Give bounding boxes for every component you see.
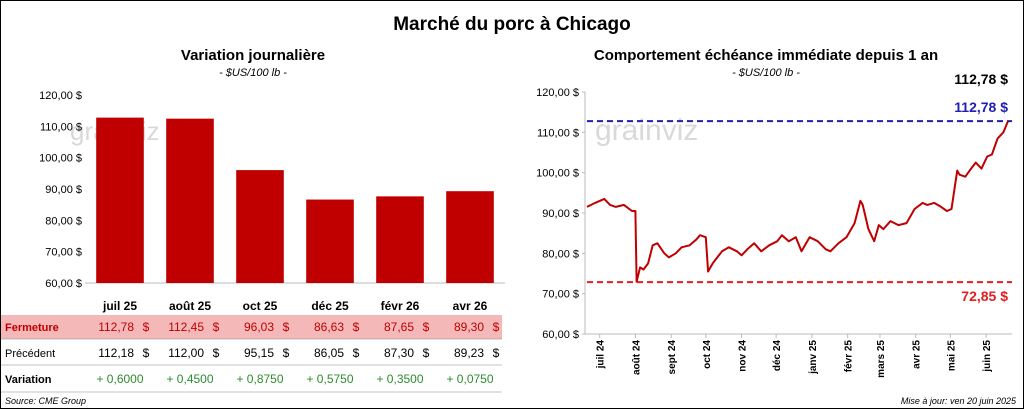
change-value: + 0,5750 — [306, 372, 353, 386]
previous-currency: $ — [283, 346, 290, 360]
left-y-tick-label: 60,00 $ — [45, 278, 82, 290]
left-x-tick-label: août 25 — [169, 299, 211, 313]
close-currency: $ — [143, 320, 150, 334]
change-value: + 0,8750 — [236, 372, 283, 386]
right-x-labels: juil 24 août 24 sept 24 oct 24 nov 24 déc 24 j… — [596, 334, 993, 378]
close-currency: $ — [353, 320, 360, 334]
left-bars — [96, 117, 494, 283]
bar — [96, 117, 144, 283]
left-y-tick-label: 70,00 $ — [45, 247, 82, 259]
right-y-tick-label: 120,00 $ — [536, 87, 579, 99]
right-x-tick-label: juil 24 — [596, 340, 607, 370]
close-currency: $ — [493, 320, 500, 334]
right-title: Comportement échéance immédiate depuis 1… — [594, 47, 938, 64]
left-y-tick-label: 110,00 $ — [40, 121, 82, 133]
left-y-axis: 60,00 $ 70,00 $ 80,00 $ 90,00 $ 100,00 $ 110,… — [39, 90, 82, 290]
bar — [236, 170, 284, 283]
right-x-tick-label: sept 24 — [667, 340, 678, 375]
right-y-tick-label: 60,00 $ — [542, 329, 579, 341]
bar — [306, 199, 354, 283]
previous-currency: $ — [143, 346, 150, 360]
left-title: Variation journalière — [181, 47, 325, 64]
right-x-tick-label: mai 25 — [946, 340, 957, 372]
previous-value: 112,18 — [98, 346, 134, 360]
right-reference-lines — [587, 120, 1012, 284]
left-x-tick-label: déc 25 — [311, 299, 349, 313]
bar — [446, 191, 494, 283]
right-x-tick-label: avr 25 — [912, 340, 923, 369]
previous-currency: $ — [353, 346, 360, 360]
left-x-tick-label: oct 25 — [243, 299, 278, 313]
source-note: Source: CME Group — [5, 396, 86, 406]
left-x-tick-label: juil 25 — [102, 299, 137, 313]
right-watermark: grainviz — [595, 114, 698, 147]
previous-value: 86,05 — [314, 346, 344, 360]
right-x-tick-label: janv 25 — [808, 340, 819, 375]
right-x-tick-label: nov 24 — [738, 340, 749, 372]
previous-currency: $ — [423, 346, 430, 360]
previous-value: 87,30 — [384, 346, 414, 360]
previous-value: 89,23 — [454, 346, 484, 360]
close-row-bg — [1, 315, 502, 339]
left-x-labels: juil 25 août 25 oct 25 déc 25 févr 26 avr 26 — [102, 299, 488, 313]
close-currency: $ — [283, 320, 290, 334]
close-currency: $ — [213, 320, 220, 334]
previous-value: 95,15 — [244, 346, 274, 360]
right-y-tick-label: 80,00 $ — [542, 248, 579, 260]
right-y-axis: 60,00 $ 70,00 $ 80,00 $ 90,00 $ 100,00 $ 110,… — [536, 87, 585, 341]
change-value: + 0,4500 — [166, 372, 213, 386]
right-x-tick-label: juin 25 — [982, 340, 993, 373]
left-x-tick-label: févr 26 — [381, 299, 420, 313]
low-label: 72,85 $ — [961, 288, 1008, 304]
update-note: Mise à jour: ven 20 juin 2025 — [901, 396, 1017, 406]
right-x-tick-label: août 24 — [631, 340, 642, 375]
main-title: Marché du porc à Chicago — [393, 14, 631, 35]
change-value: + 0,3500 — [376, 372, 423, 386]
close-value: 112,45 — [168, 320, 204, 334]
bar — [166, 118, 214, 283]
right-x-tick-label: déc 24 — [772, 340, 783, 372]
right-x-tick-label: févr 25 — [844, 340, 855, 373]
top-value-label: 112,78 $ — [954, 71, 1008, 87]
front-month-panel: Comportement échéance immédiate depuis 1… — [536, 47, 1012, 378]
left-y-tick-label: 120,00 $ — [39, 90, 82, 102]
right-x-tick-label: oct 24 — [702, 340, 713, 369]
close-value: 87,65 — [384, 320, 414, 334]
left-y-tick-label: 90,00 $ — [45, 184, 82, 196]
left-x-tick-label: avr 26 — [453, 299, 488, 313]
previous-value: 112,00 — [168, 346, 204, 360]
change-value: + 0,6000 — [96, 372, 143, 386]
previous-currency: $ — [493, 346, 500, 360]
close-value: 96,03 — [244, 320, 274, 334]
right-y-tick-label: 110,00 $ — [537, 127, 579, 139]
close-row-label: Fermeture — [5, 322, 59, 334]
previous-row-label: Précédent — [5, 348, 55, 360]
left-subtitle: - $US/100 lb - — [219, 67, 287, 79]
high-label: 112,78 $ — [954, 99, 1008, 115]
change-value: + 0,0750 — [446, 372, 493, 386]
close-value: 89,30 — [454, 320, 484, 334]
close-currency: $ — [423, 320, 430, 334]
previous-currency: $ — [213, 346, 220, 360]
bar — [376, 196, 424, 283]
right-y-tick-label: 70,00 $ — [542, 289, 579, 301]
right-x-tick-label: mars 25 — [876, 340, 887, 378]
right-y-tick-label: 100,00 $ — [536, 168, 579, 180]
left-y-tick-label: 100,00 $ — [39, 153, 82, 165]
left-y-tick-label: 80,00 $ — [45, 215, 82, 227]
right-subtitle: - $US/100 lb - — [732, 67, 800, 79]
daily-variation-panel: Variation journalière - $US/100 lb - gra… — [1, 47, 505, 393]
close-value: 112,78 — [98, 320, 134, 334]
right-y-tick-label: 90,00 $ — [542, 208, 579, 220]
close-value: 86,63 — [314, 320, 344, 334]
change-row-label: Variation — [5, 374, 52, 386]
price-line — [586, 120, 1009, 283]
